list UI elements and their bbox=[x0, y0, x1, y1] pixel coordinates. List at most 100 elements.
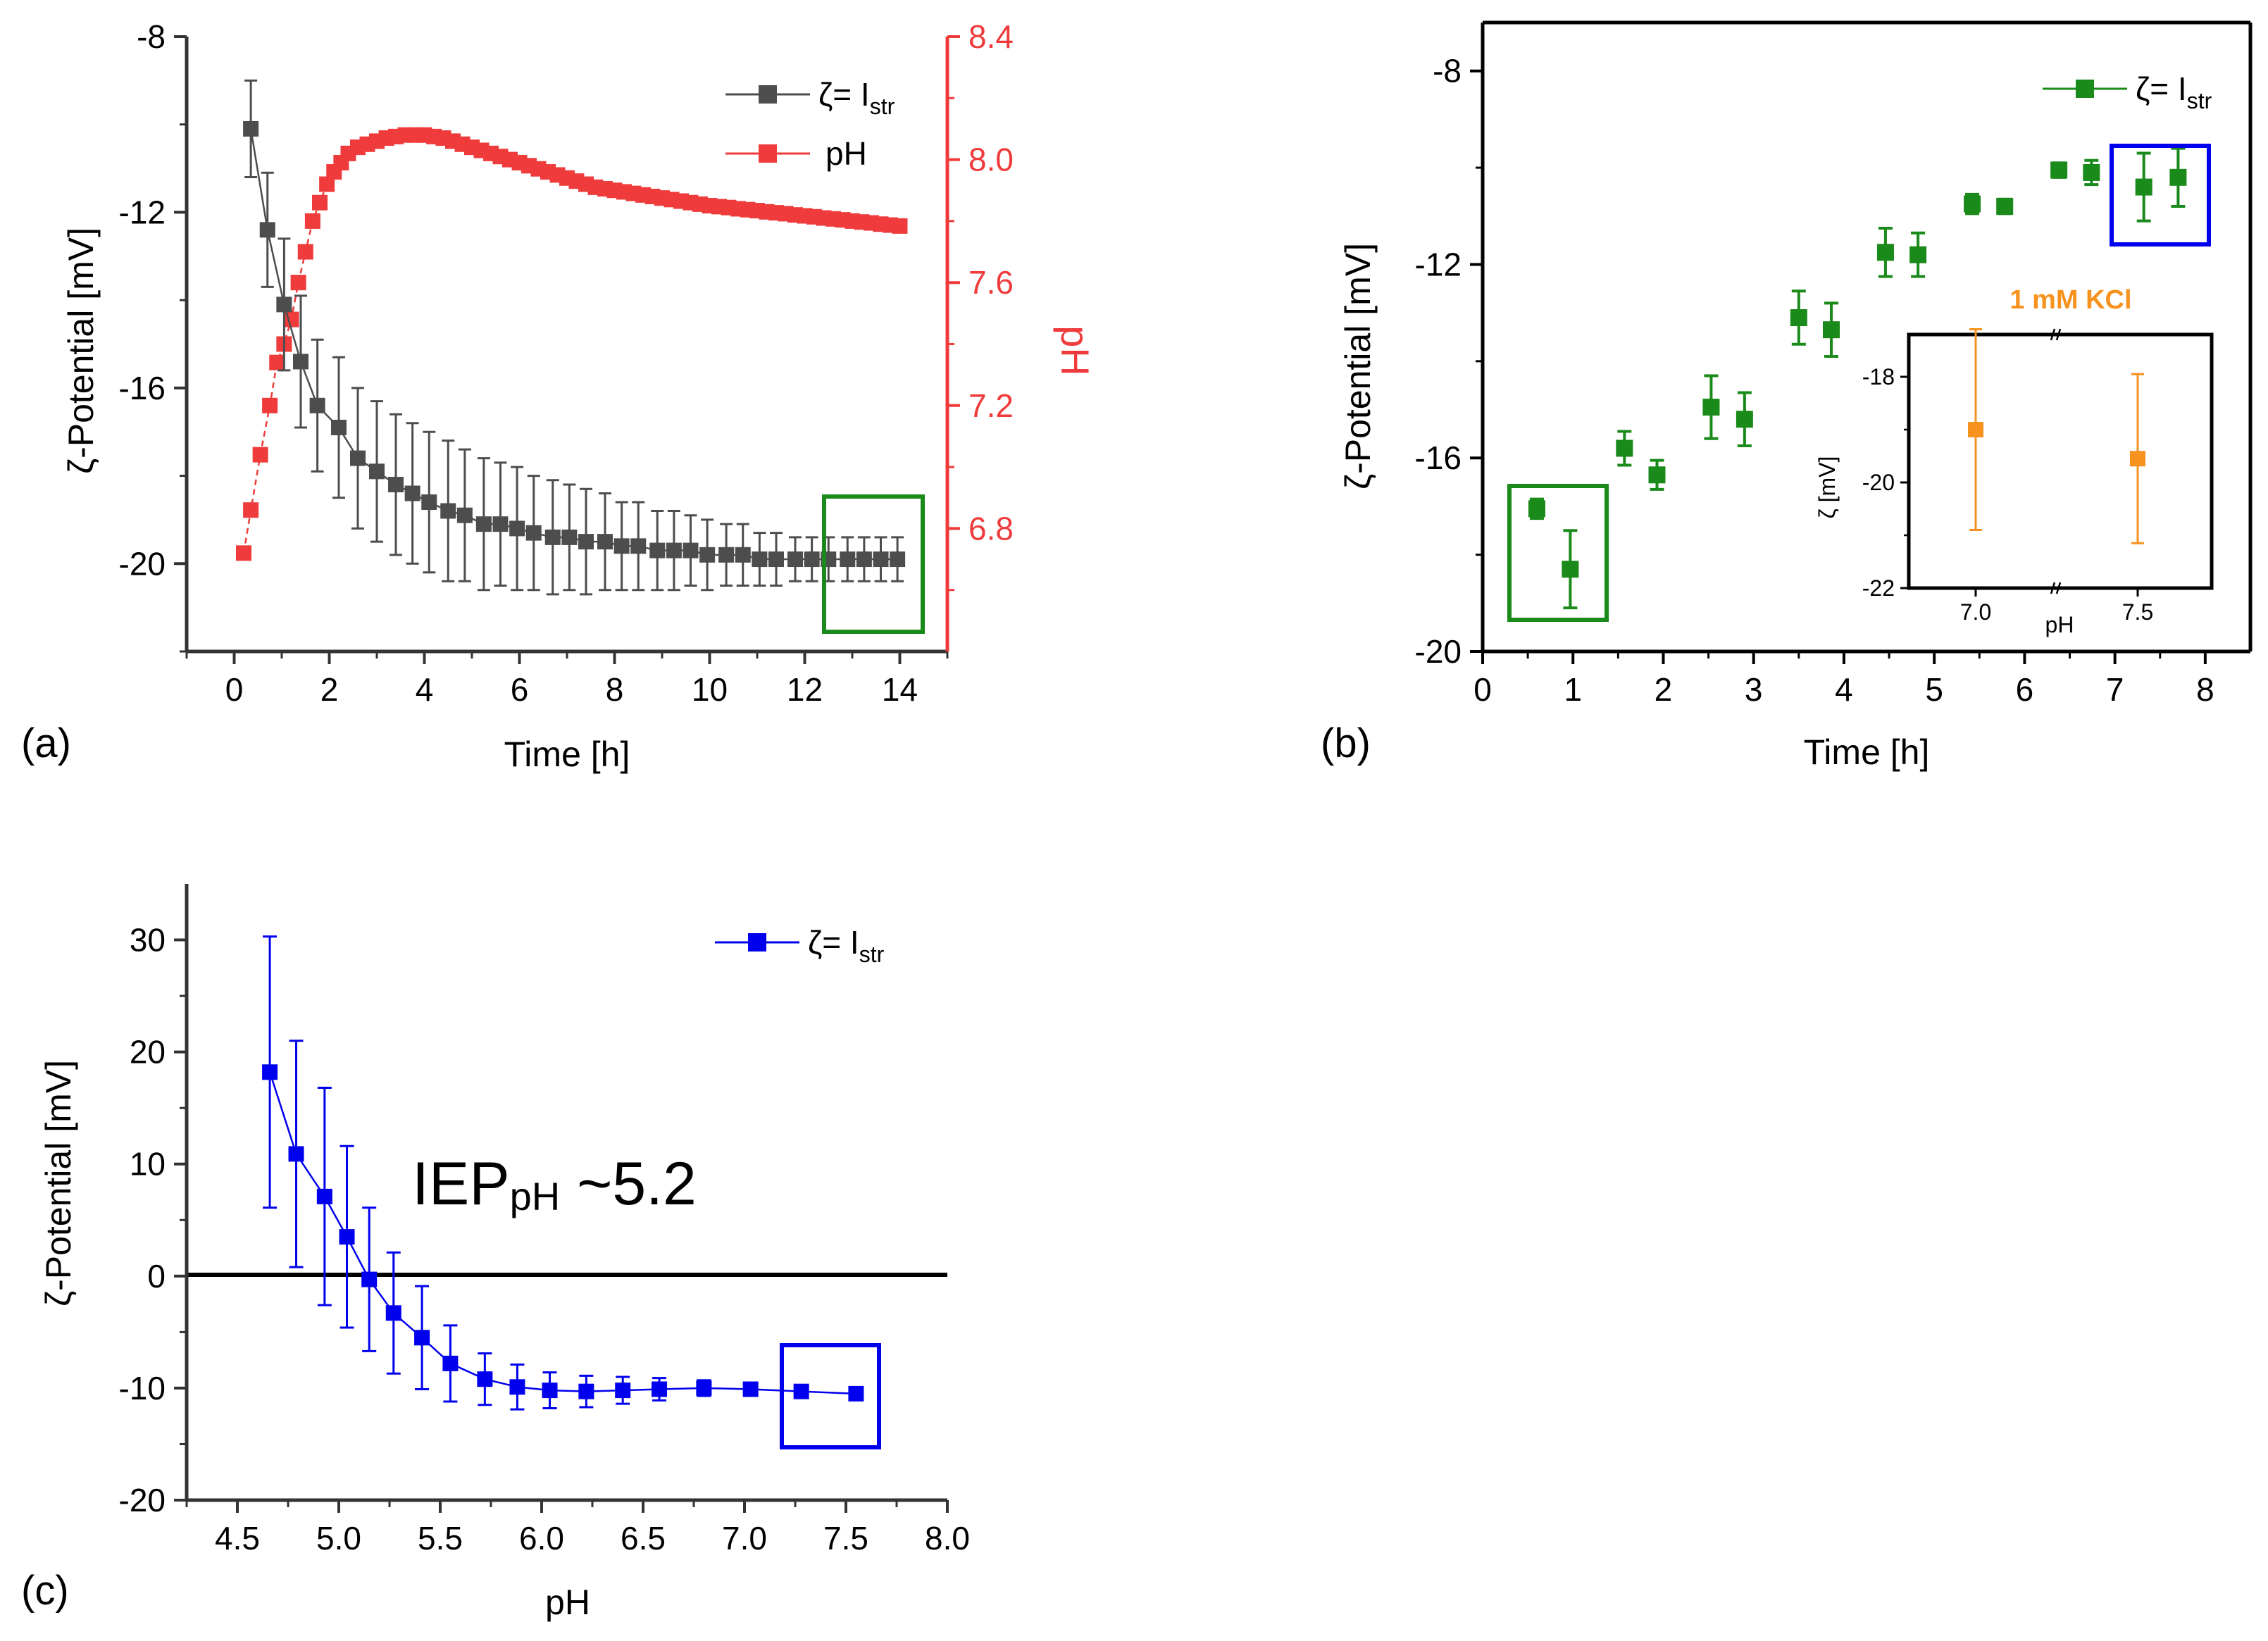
inset-y-tick-label: -22 bbox=[1862, 575, 1895, 601]
y-tick-label: 20 bbox=[130, 1034, 166, 1071]
data-point bbox=[369, 463, 385, 480]
panel-c: 4.5 5.0 5.5 6.0 6.5 7.0 7.5 8.0 30 20 10 0 -10 -20 ζ=… bbox=[21, 884, 970, 1622]
y-tick-label: 10 bbox=[130, 1146, 166, 1183]
inset-plot-layer: 7.0 7.5 -18 -20 -22 bbox=[1862, 328, 2153, 625]
panel-c-ylabel: ζ-Potential [mV] bbox=[39, 1060, 78, 1306]
y-tick-label: -10 bbox=[119, 1370, 166, 1406]
panel-c-legend: ζ= Istr bbox=[715, 924, 885, 967]
y-right-tick-label: 8.4 bbox=[968, 18, 1014, 55]
data-point bbox=[1702, 399, 1720, 416]
data-point bbox=[2135, 178, 2152, 196]
x-tick-label: 5 bbox=[1925, 671, 1943, 708]
data-point bbox=[388, 477, 404, 493]
data-point bbox=[1964, 195, 1981, 213]
data-point bbox=[613, 538, 630, 554]
x-tick-label: 7.0 bbox=[722, 1520, 767, 1556]
data-point bbox=[288, 1146, 304, 1162]
data-point bbox=[1790, 309, 1807, 327]
data-point bbox=[892, 218, 908, 234]
x-tick-label: 8.0 bbox=[925, 1520, 970, 1556]
data-point bbox=[269, 354, 285, 370]
data-point bbox=[385, 1305, 401, 1321]
data-point bbox=[477, 1371, 493, 1387]
panel-b-legend: ζ= Istr bbox=[2043, 70, 2212, 113]
panel-b-green-box bbox=[1507, 484, 1609, 622]
data-point bbox=[699, 547, 716, 563]
inset-data-point bbox=[2130, 451, 2145, 467]
panel-b-inset: 1 mM KCl 7.0 7.5 -18 -20 -22 pH ζ [mV] bbox=[1814, 285, 2214, 637]
panel-c-blue-box bbox=[780, 1343, 881, 1449]
legend-label-ph: pH bbox=[825, 135, 867, 172]
x-tick-label: 6 bbox=[2016, 671, 2034, 708]
legend-label-zeta: ζ= Istr bbox=[818, 76, 895, 119]
data-point bbox=[873, 551, 889, 568]
data-point bbox=[361, 1271, 378, 1287]
data-point bbox=[283, 311, 299, 327]
x-tick-label: 10 bbox=[692, 671, 728, 708]
x-tick-label: 0 bbox=[1473, 671, 1492, 708]
panel-a-label: (a) bbox=[21, 720, 71, 766]
iep-annotation: IEPpH ~5.2 bbox=[412, 1150, 697, 1218]
x-tick-label: 14 bbox=[882, 671, 918, 708]
inset-axis-break bbox=[2050, 328, 2056, 341]
y-right-tick-label: 8.0 bbox=[968, 142, 1014, 178]
data-point bbox=[319, 176, 335, 192]
inset-axis-break bbox=[2050, 582, 2056, 594]
data-point bbox=[440, 503, 456, 519]
data-point bbox=[561, 529, 578, 545]
x-tick-label: 4 bbox=[416, 671, 434, 708]
y-tick-label: -20 bbox=[119, 1482, 166, 1518]
inset-axis-break bbox=[2055, 582, 2062, 594]
x-tick-label: 0 bbox=[225, 671, 244, 708]
data-point bbox=[752, 551, 768, 568]
data-point bbox=[339, 1229, 355, 1245]
inset-y-tick-label: -20 bbox=[1862, 470, 1895, 495]
data-point bbox=[2083, 163, 2100, 181]
x-tick-label: 3 bbox=[1745, 671, 1763, 708]
data-point bbox=[2169, 168, 2187, 186]
x-tick-label: 2 bbox=[1655, 671, 1673, 708]
data-point bbox=[331, 419, 347, 435]
data-point bbox=[793, 1383, 809, 1399]
x-tick-label: 4.5 bbox=[215, 1520, 260, 1556]
data-point bbox=[615, 1383, 631, 1399]
inset-frame bbox=[1907, 332, 2214, 590]
data-point bbox=[696, 1380, 712, 1396]
panel-b-xlabel: Time [h] bbox=[1804, 732, 1930, 772]
data-point bbox=[804, 551, 820, 568]
legend-marker-zeta bbox=[2076, 80, 2094, 98]
data-point bbox=[243, 120, 259, 137]
y-tick-label: -16 bbox=[1415, 439, 1462, 476]
panel-b-ylabel: ζ-Potential [mV] bbox=[1338, 243, 1378, 489]
data-point bbox=[2050, 161, 2068, 179]
data-point bbox=[578, 534, 594, 550]
legend-marker-ph bbox=[759, 144, 777, 163]
y-tick-label: -8 bbox=[137, 18, 166, 55]
x-tick-label: 4 bbox=[1835, 671, 1853, 708]
data-point bbox=[1528, 500, 1545, 518]
data-point bbox=[1616, 439, 1633, 457]
y-right-tick-label: 6.8 bbox=[968, 510, 1014, 547]
data-point bbox=[276, 297, 292, 313]
legend-item-ph: pH bbox=[725, 135, 867, 172]
panel-a-ylabel-right: pH bbox=[1053, 325, 1097, 376]
data-point bbox=[304, 213, 320, 229]
data-point bbox=[262, 1064, 278, 1080]
data-point bbox=[742, 1381, 759, 1397]
panel-c-series-layer bbox=[262, 935, 864, 1411]
x-tick-label: 1 bbox=[1564, 671, 1582, 708]
data-point bbox=[649, 542, 666, 559]
data-point bbox=[309, 397, 325, 413]
data-point bbox=[544, 529, 561, 545]
data-point bbox=[768, 551, 784, 568]
data-point bbox=[404, 485, 420, 501]
data-point bbox=[1996, 198, 2014, 216]
inset-y-tick-label: -18 bbox=[1862, 364, 1895, 389]
y-tick-label: -20 bbox=[119, 545, 166, 582]
panel-b: 0 1 2 3 4 5 6 7 8 -8 -12 -16 -20 ζ= Istr 1 mM KCl 7.… bbox=[1321, 20, 2253, 772]
legend-label-zeta: ζ= Istr bbox=[2136, 70, 2212, 113]
x-tick-label: 2 bbox=[320, 671, 339, 708]
x-tick-label: 6.0 bbox=[519, 1520, 564, 1556]
